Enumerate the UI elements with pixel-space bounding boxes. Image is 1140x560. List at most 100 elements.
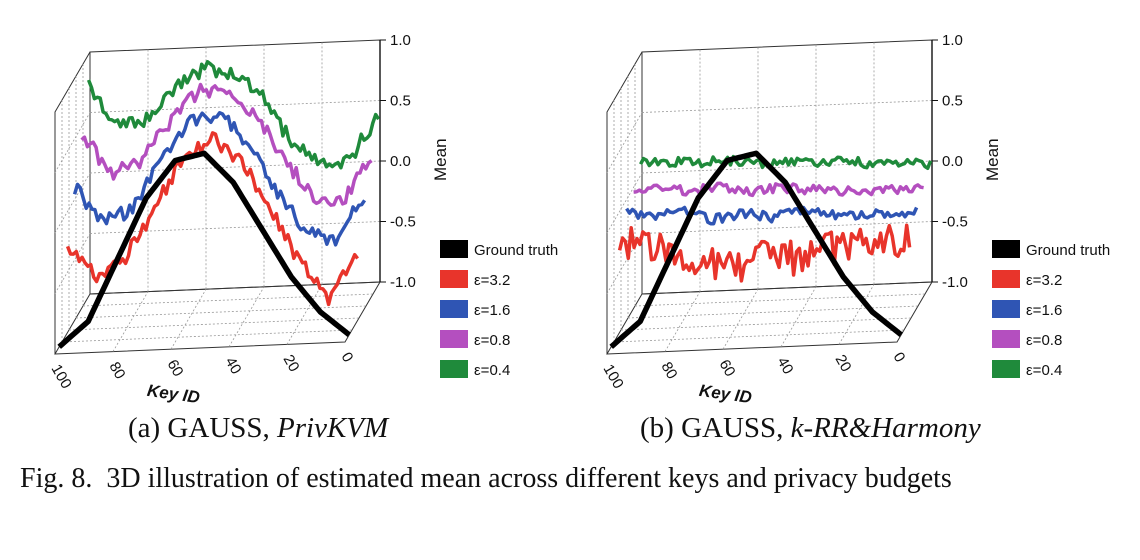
y-tick-label: -1.0	[942, 274, 968, 291]
grid-line	[54, 112, 91, 173]
legend-swatch	[992, 330, 1020, 348]
figure-caption: Fig. 8. 3D illustration of estimated mea…	[20, 462, 1120, 496]
y-tick-label: 1.0	[942, 32, 963, 49]
series-line-eps-2	[72, 111, 367, 247]
subcaption-b-prefix: (b) GAUSS,	[640, 412, 791, 444]
grid-line	[641, 100, 933, 113]
grid-line	[54, 172, 91, 234]
tick-labels: 1.0 0.5 0.0 -0.5 -1.0 Mean 100 80 60 40 20 0 Key ID	[600, 32, 1002, 407]
series-line-eps-4	[86, 60, 381, 170]
grid-line	[170, 288, 207, 350]
legend-label: ε=0.4	[474, 362, 510, 379]
legend-label: ε=0.8	[1026, 332, 1062, 349]
legend-swatch	[992, 300, 1020, 318]
x-tick-label: 100	[600, 362, 627, 392]
x-tick-label: 20	[832, 352, 855, 375]
subcaption-b-method: k-RR&Harmony	[790, 412, 981, 444]
side-wall	[606, 51, 643, 354]
grid-line	[54, 233, 91, 294]
series-line-eps-3	[80, 82, 373, 207]
x-tick-label: 60	[716, 357, 739, 380]
grid-line	[82, 293, 374, 307]
x-axis-label: Key ID	[698, 381, 753, 407]
grid-line	[664, 291, 701, 352]
series-line-ground-truth	[57, 150, 351, 349]
x-axis-label: Key ID	[146, 381, 201, 407]
grid-line	[89, 100, 381, 113]
subcaption-b: (b) GAUSS, k-RR&Harmony	[640, 412, 981, 445]
axes-grid	[606, 39, 933, 355]
y-axis-label: Mean	[983, 138, 1002, 181]
grid-line	[61, 329, 353, 343]
series-line-eps-3	[633, 181, 924, 198]
grid-line	[780, 286, 817, 348]
legend-label: ε=0.8	[474, 332, 510, 349]
series-curves	[609, 150, 933, 349]
y-axis-label: Mean	[431, 138, 450, 181]
x-tick-label: 40	[222, 354, 245, 377]
legend-label: Ground truth	[474, 242, 558, 259]
y-tick-label: 0.0	[390, 153, 411, 170]
x-tick-label: 100	[48, 362, 75, 392]
grid-line	[620, 317, 912, 331]
y-tick-label: 0.0	[942, 153, 963, 170]
side-wall	[54, 51, 91, 354]
grid-line	[722, 288, 759, 350]
grid-line	[606, 112, 643, 173]
y-tick-label: -0.5	[942, 214, 968, 231]
legend-label: ε=1.6	[474, 302, 510, 319]
legend-swatch	[992, 270, 1020, 288]
grid-line	[112, 291, 149, 352]
caption-label: Fig. 8.	[20, 463, 93, 494]
grid-line	[641, 221, 933, 234]
grid-line	[286, 284, 323, 345]
series-curves	[57, 60, 381, 349]
legend-label: ε=3.2	[474, 272, 510, 289]
series-line-ground-truth	[609, 150, 903, 349]
legend-swatch	[440, 360, 468, 378]
legend-swatch	[992, 240, 1020, 258]
series-line-eps-4	[639, 154, 933, 171]
series-line-eps-2	[625, 205, 919, 226]
grid-line	[634, 293, 926, 307]
axes-grid	[54, 39, 381, 355]
grid-line	[89, 160, 381, 174]
legend-swatch	[440, 300, 468, 318]
legend-swatch	[992, 360, 1020, 378]
y-tick-label: -0.5	[390, 214, 416, 231]
y-tick-label: 0.5	[942, 93, 963, 110]
y-tick-label: 0.5	[390, 93, 411, 110]
legend-label: ε=3.2	[1026, 272, 1062, 289]
legend-label: ε=0.4	[1026, 362, 1062, 379]
subcaption-a-prefix: (a) GAUSS,	[128, 412, 278, 444]
grid-line	[613, 329, 905, 343]
legend-swatch	[440, 270, 468, 288]
legend-swatch	[440, 240, 468, 258]
subcaption-a: (a) GAUSS, PrivKVM	[128, 412, 388, 445]
legend: Ground truth ε=3.2 ε=1.6 ε=0.8 ε=0.4	[440, 240, 558, 379]
legend-label: ε=1.6	[1026, 302, 1062, 319]
grid-line	[89, 221, 381, 234]
y-tick-label: 1.0	[390, 32, 411, 49]
x-tick-label: 60	[164, 357, 187, 380]
grid-line	[606, 172, 643, 234]
x-tick-label: 0	[890, 350, 909, 366]
subcaption-a-method: PrivKVM	[277, 412, 389, 444]
y-tick-label: -1.0	[390, 274, 416, 291]
series-line-eps-1	[617, 223, 912, 283]
legend-label: Ground truth	[1026, 242, 1110, 259]
x-tick-label: 80	[106, 359, 129, 382]
x-tick-label: 80	[658, 359, 681, 382]
x-tick-label: 40	[774, 354, 797, 377]
legend: Ground truth ε=3.2 ε=1.6 ε=0.8 ε=0.4	[992, 240, 1110, 379]
x-tick-label: 20	[280, 352, 303, 375]
grid-line	[68, 317, 360, 331]
grid-line	[838, 284, 875, 345]
caption-text: 3D illustration of estimated mean across…	[106, 463, 952, 494]
grid-line	[228, 286, 265, 348]
x-tick-label: 0	[338, 350, 357, 366]
legend-swatch	[440, 330, 468, 348]
